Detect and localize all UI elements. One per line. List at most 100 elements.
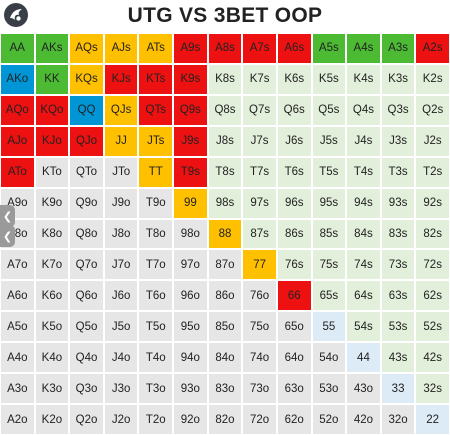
- hand-cell[interactable]: K8s: [207, 63, 243, 95]
- hand-cell[interactable]: AQo: [0, 94, 35, 126]
- hand-cell[interactable]: 75o: [242, 311, 277, 343]
- hand-cell[interactable]: 44: [346, 342, 381, 374]
- hand-cell[interactable]: JJ: [103, 125, 139, 157]
- hand-cell[interactable]: 72o: [242, 404, 277, 435]
- hand-cell[interactable]: Q7o: [69, 249, 104, 281]
- hand-cell[interactable]: 74s: [346, 249, 381, 281]
- hand-cell[interactable]: 97s: [242, 187, 277, 219]
- hand-cell[interactable]: KTs: [138, 63, 174, 95]
- hand-cell[interactable]: 43s: [380, 342, 416, 374]
- hand-cell[interactable]: 32s: [415, 373, 450, 405]
- hand-cell[interactable]: 65s: [311, 280, 347, 312]
- hand-cell[interactable]: A2s: [415, 33, 450, 64]
- hand-cell[interactable]: 88: [207, 218, 243, 250]
- hand-cell[interactable]: A8s: [207, 33, 243, 64]
- hand-cell[interactable]: K4s: [346, 63, 381, 95]
- hand-cell[interactable]: KJo: [34, 125, 70, 157]
- hand-cell[interactable]: T3s: [380, 156, 416, 188]
- hand-cell[interactable]: J7o: [103, 249, 139, 281]
- hand-cell[interactable]: 95s: [311, 187, 347, 219]
- hand-cell[interactable]: 76s: [276, 249, 312, 281]
- hand-cell[interactable]: A7o: [0, 249, 35, 281]
- hand-cell[interactable]: A3s: [380, 33, 416, 64]
- hand-cell[interactable]: K5o: [34, 311, 70, 343]
- hand-cell[interactable]: Q9o: [69, 187, 104, 219]
- hand-cell[interactable]: KJs: [103, 63, 139, 95]
- hand-cell[interactable]: QTo: [69, 156, 104, 188]
- hand-cell[interactable]: 96o: [173, 280, 208, 312]
- hand-cell[interactable]: 77: [242, 249, 277, 281]
- hand-cell[interactable]: QTs: [138, 94, 174, 126]
- hand-cell[interactable]: Q4o: [69, 342, 104, 374]
- hand-cell[interactable]: 84o: [207, 342, 243, 374]
- hand-cell[interactable]: J9s: [173, 125, 208, 157]
- hand-cell[interactable]: KQo: [34, 94, 70, 126]
- hand-cell[interactable]: AKs: [34, 33, 70, 64]
- hand-cell[interactable]: 87s: [242, 218, 277, 250]
- hand-cell[interactable]: A9s: [173, 33, 208, 64]
- hand-cell[interactable]: 82s: [415, 218, 450, 250]
- hand-cell[interactable]: Q6o: [69, 280, 104, 312]
- hand-cell[interactable]: 93s: [380, 187, 416, 219]
- hand-cell[interactable]: T2o: [138, 404, 174, 435]
- hand-cell[interactable]: 84s: [346, 218, 381, 250]
- hand-cell[interactable]: J2s: [415, 125, 450, 157]
- hand-cell[interactable]: 53s: [380, 311, 416, 343]
- hand-cell[interactable]: 82o: [207, 404, 243, 435]
- hand-cell[interactable]: A5s: [311, 33, 347, 64]
- hand-cell[interactable]: J3o: [103, 373, 139, 405]
- hand-cell[interactable]: K7s: [242, 63, 277, 95]
- hand-cell[interactable]: Q5s: [311, 94, 347, 126]
- hand-cell[interactable]: K5s: [311, 63, 347, 95]
- hand-cell[interactable]: 74o: [242, 342, 277, 374]
- hand-cell[interactable]: 53o: [311, 373, 347, 405]
- hand-cell[interactable]: J4o: [103, 342, 139, 374]
- hand-cell[interactable]: T2s: [415, 156, 450, 188]
- hand-cell[interactable]: A6s: [276, 33, 312, 64]
- hand-cell[interactable]: J7s: [242, 125, 277, 157]
- hand-cell[interactable]: 94s: [346, 187, 381, 219]
- hand-cell[interactable]: T7o: [138, 249, 174, 281]
- hand-cell[interactable]: J5o: [103, 311, 139, 343]
- hand-cell[interactable]: J6s: [276, 125, 312, 157]
- hand-cell[interactable]: 55: [311, 311, 347, 343]
- hand-cell[interactable]: Q3o: [69, 373, 104, 405]
- hand-cell[interactable]: J5s: [311, 125, 347, 157]
- hand-cell[interactable]: J2o: [103, 404, 139, 435]
- hand-cell[interactable]: 95o: [173, 311, 208, 343]
- hand-cell[interactable]: KTo: [34, 156, 70, 188]
- hand-cell[interactable]: 63s: [380, 280, 416, 312]
- hand-cell[interactable]: Q8s: [207, 94, 243, 126]
- hand-cell[interactable]: 62s: [415, 280, 450, 312]
- hand-cell[interactable]: T9o: [138, 187, 174, 219]
- hand-cell[interactable]: K8o: [34, 218, 70, 250]
- hand-cell[interactable]: J8o: [103, 218, 139, 250]
- hand-cell[interactable]: K6s: [276, 63, 312, 95]
- hand-cell[interactable]: 96s: [276, 187, 312, 219]
- hand-cell[interactable]: T9s: [173, 156, 208, 188]
- hand-cell[interactable]: 92o: [173, 404, 208, 435]
- hand-cell[interactable]: Q8o: [69, 218, 104, 250]
- hand-cell[interactable]: AJo: [0, 125, 35, 157]
- hand-cell[interactable]: J3s: [380, 125, 416, 157]
- hand-cell[interactable]: K9s: [173, 63, 208, 95]
- hand-cell[interactable]: 73o: [242, 373, 277, 405]
- hand-cell[interactable]: 94o: [173, 342, 208, 374]
- hand-cell[interactable]: T6s: [276, 156, 312, 188]
- hand-cell[interactable]: 85o: [207, 311, 243, 343]
- hand-cell[interactable]: 42s: [415, 342, 450, 374]
- hand-cell[interactable]: QQ: [69, 94, 104, 126]
- hand-cell[interactable]: ATo: [0, 156, 35, 188]
- hand-cell[interactable]: T8o: [138, 218, 174, 250]
- hand-cell[interactable]: J8s: [207, 125, 243, 157]
- hand-cell[interactable]: 32o: [380, 404, 416, 435]
- hand-cell[interactable]: T4o: [138, 342, 174, 374]
- hand-cell[interactable]: 99: [173, 187, 208, 219]
- hand-cell[interactable]: 92s: [415, 187, 450, 219]
- scroll-left-control[interactable]: ❮: [0, 225, 15, 247]
- hand-cell[interactable]: AJs: [103, 33, 139, 64]
- hand-cell[interactable]: K3o: [34, 373, 70, 405]
- hand-cell[interactable]: T7s: [242, 156, 277, 188]
- hand-cell[interactable]: 72s: [415, 249, 450, 281]
- hand-cell[interactable]: T5s: [311, 156, 347, 188]
